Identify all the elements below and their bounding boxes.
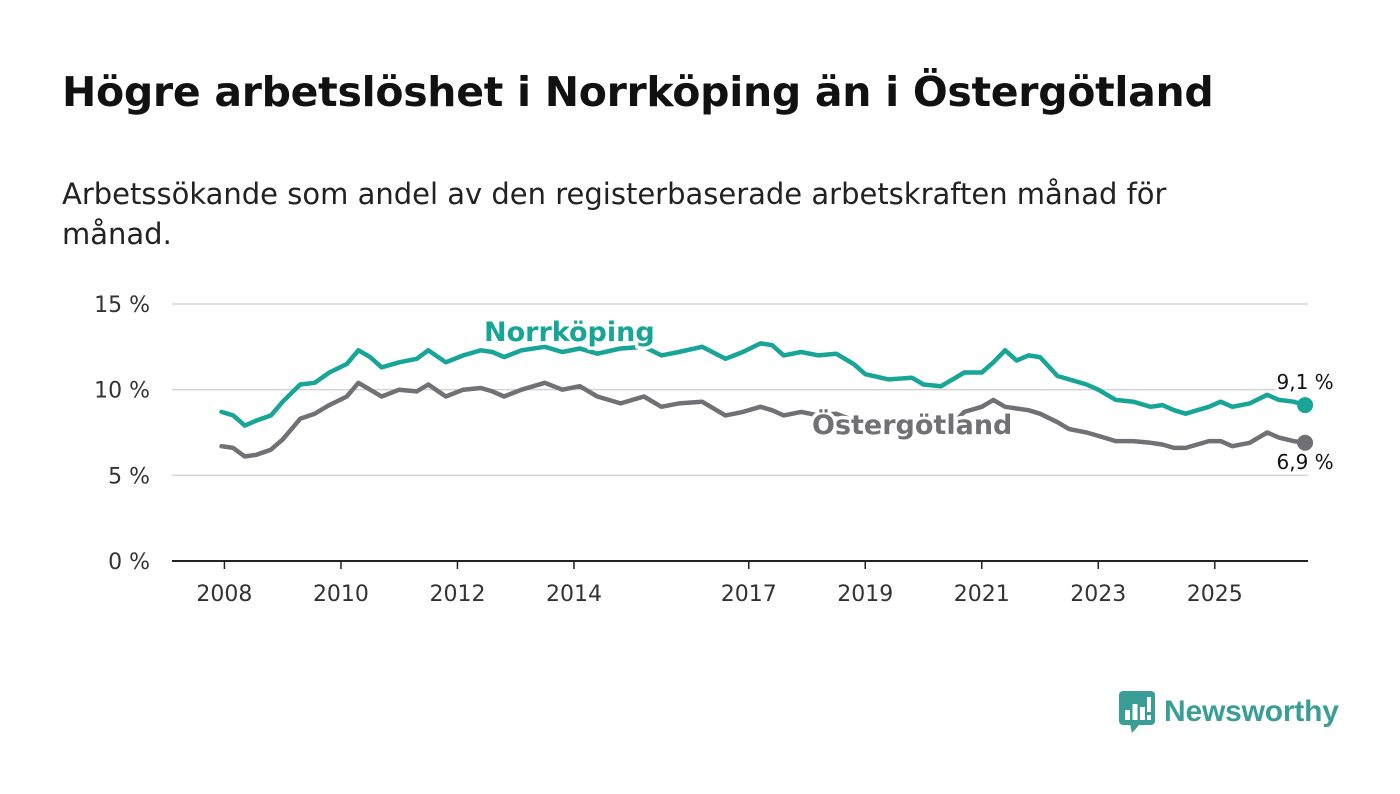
series-end-point: [1297, 434, 1314, 451]
series-lines: [219, 341, 1314, 459]
x-tick-label: 2019: [837, 582, 893, 607]
series-end-point: [1297, 397, 1314, 414]
series-label-halo: Östergötland: [812, 408, 1012, 441]
newsworthy-logo: Newsworthy: [1118, 690, 1339, 734]
end-value-halo: 9,1 %: [1277, 370, 1334, 394]
y-tick-label: 15 %: [94, 293, 150, 318]
end-value-label: 6,9 %: [1277, 450, 1334, 474]
x-tick-label: 2017: [721, 582, 777, 607]
series-label-halo: Norrköping: [484, 317, 655, 348]
x-tick-label: 2021: [954, 582, 1010, 607]
x-tick-label: 2012: [429, 582, 485, 607]
x-axis: 2008 2010 2012 2014 2017 2019 2021 2023 2025: [196, 561, 1243, 607]
series-line-stergtland: [219, 380, 1308, 459]
series-line-norrkping: [219, 341, 1308, 428]
x-tick-label: 2010: [313, 582, 369, 607]
grid: 0 % 5 % 10 % 15 %: [94, 293, 1308, 575]
y-tick-label: 0 %: [108, 550, 150, 575]
chart-subtitle: Arbetssökande som andel av den registerb…: [62, 177, 1167, 251]
y-tick-label: 10 %: [94, 379, 150, 404]
bar-chart-speech-bubble-icon: [1119, 691, 1155, 733]
brand-name: Newsworthy: [1164, 695, 1339, 728]
x-tick-label: 2023: [1070, 582, 1126, 607]
end-value-halo: 6,9 %: [1277, 450, 1334, 474]
x-tick-label: 2025: [1187, 582, 1243, 607]
chart-title: Högre arbetslöshet i Norrköping än i Öst…: [62, 68, 1214, 116]
series-name-label: Östergötland: [812, 408, 1012, 441]
series-name-label: Norrköping: [484, 317, 655, 348]
end-value-label: 9,1 %: [1277, 370, 1334, 394]
x-tick-label: 2014: [546, 582, 602, 607]
series-labels: NorrköpingNorrköpingÖstergötlandÖstergöt…: [481, 314, 1337, 477]
y-tick-label: 5 %: [108, 464, 150, 489]
x-tick-label: 2008: [196, 582, 252, 607]
